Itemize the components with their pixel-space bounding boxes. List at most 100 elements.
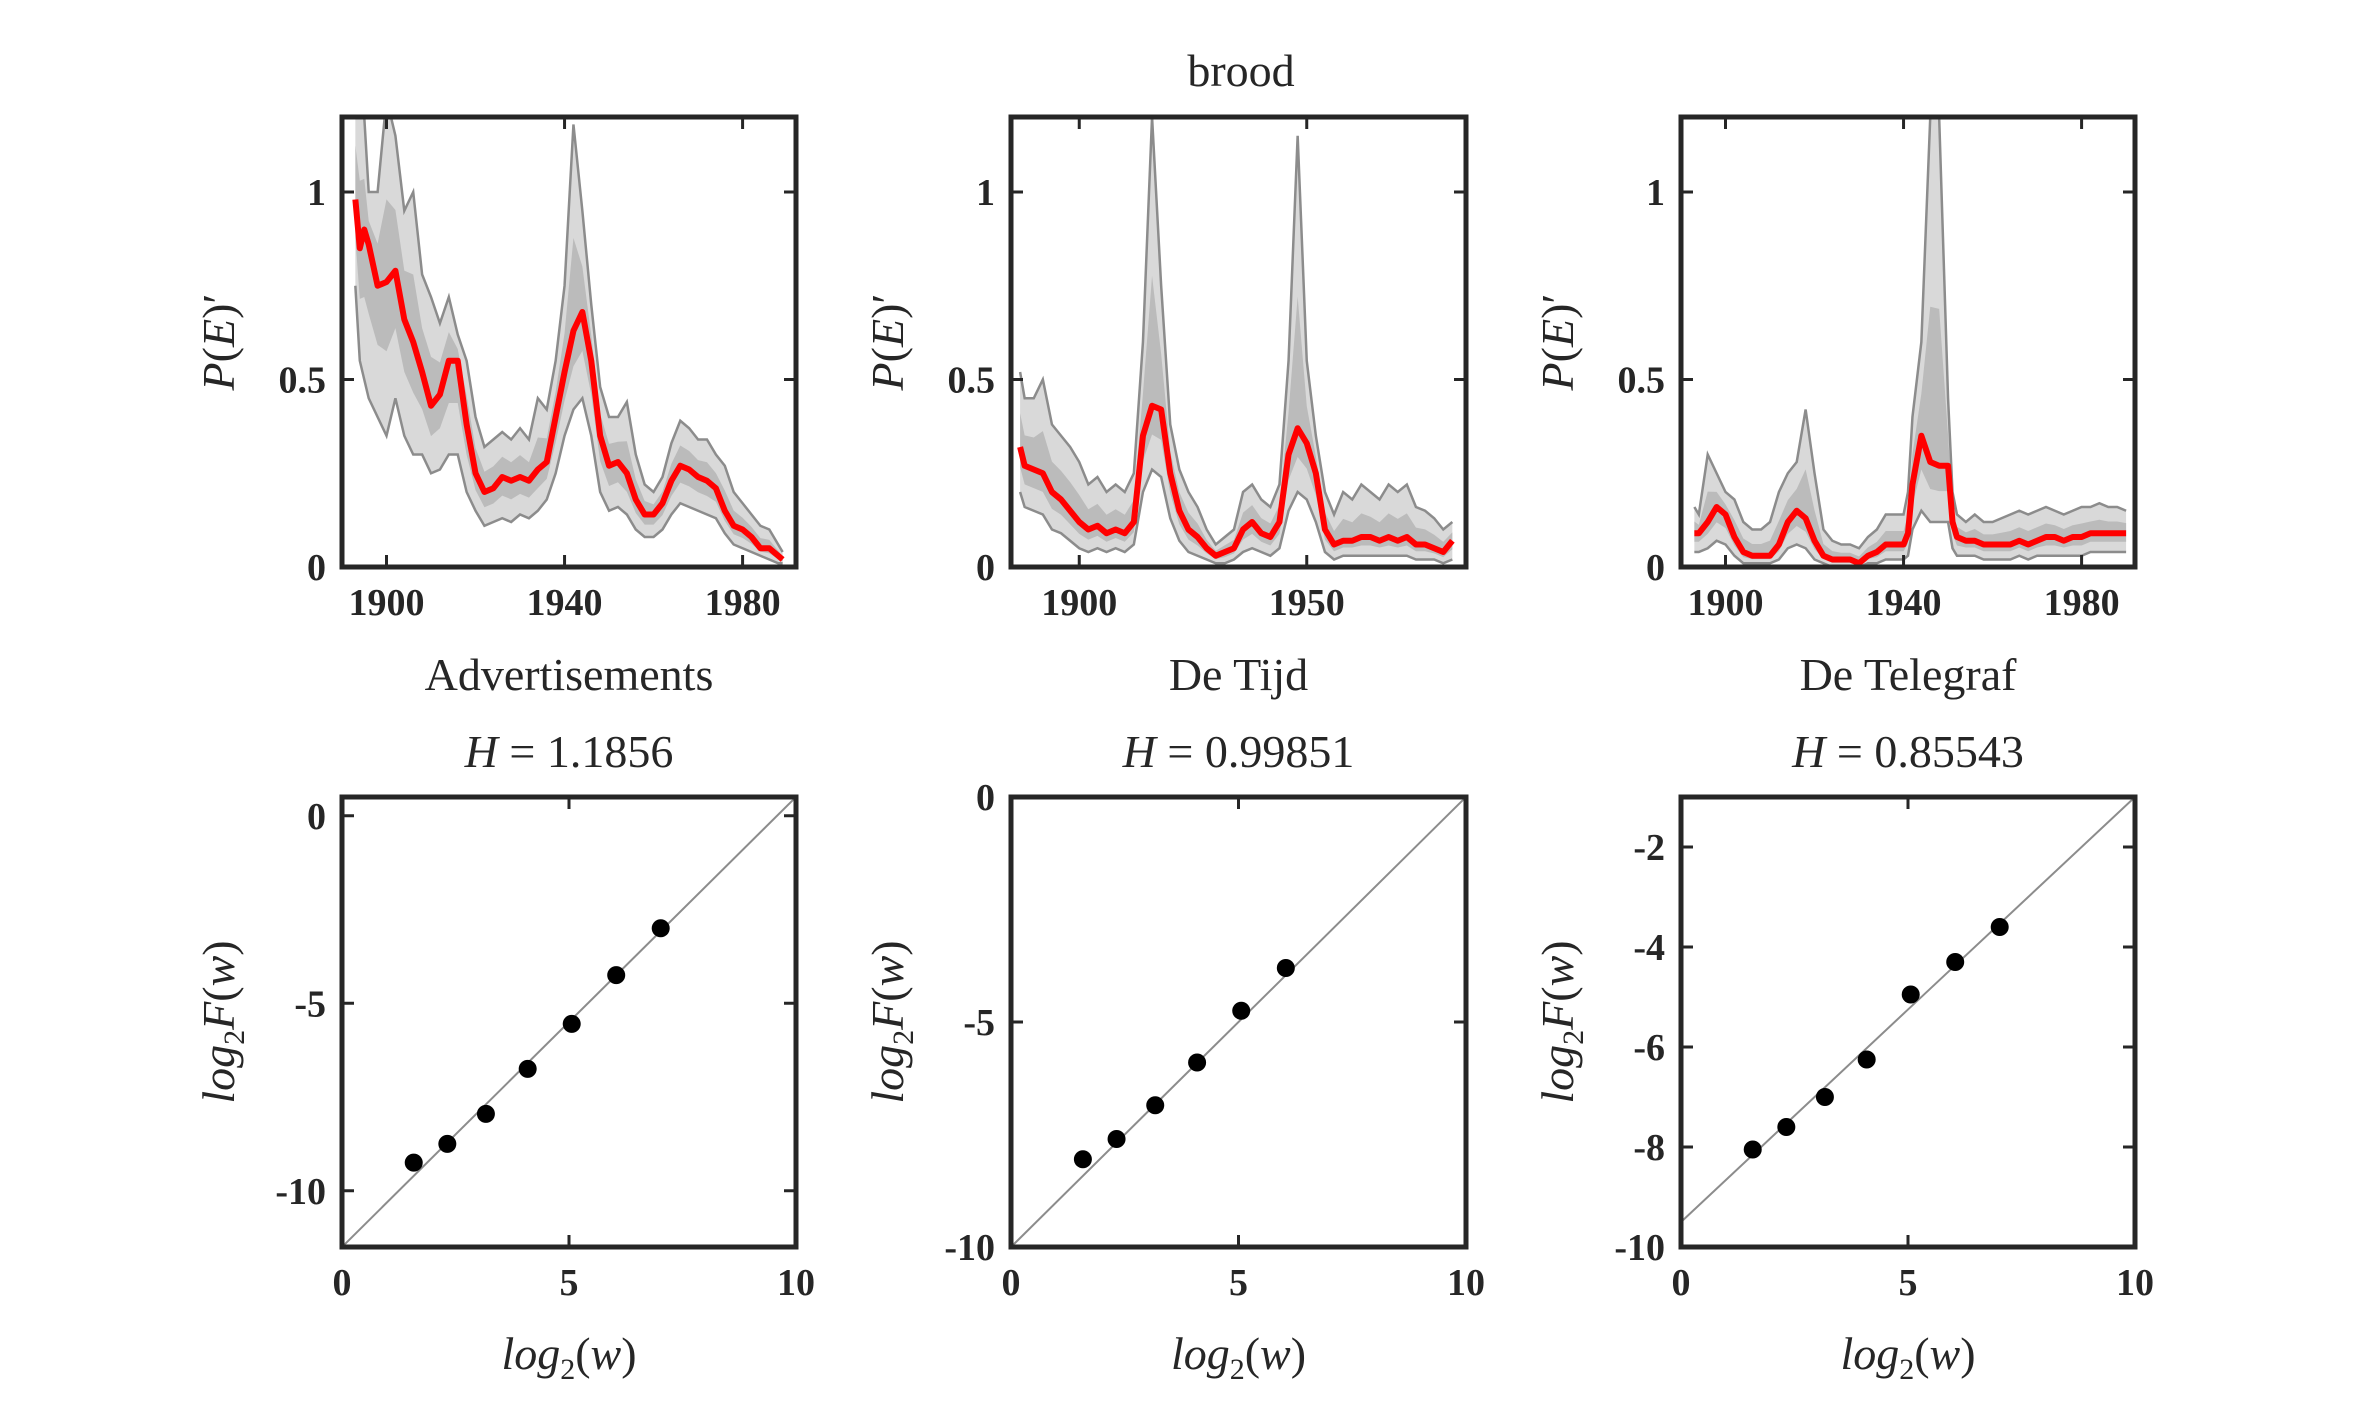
y-tick-label: -2 [1633, 827, 1665, 869]
y-tick-label: -6 [1633, 1027, 1665, 1069]
inner-band [1020, 275, 1453, 560]
x-tick-label: 10 [1447, 1262, 1485, 1304]
data-point [1857, 1050, 1876, 1069]
data-point [438, 1134, 457, 1153]
reference-line [1681, 797, 2135, 1223]
plot-area [352, 117, 785, 565]
x-axis-label: log2(w) [1171, 1328, 1306, 1386]
y-tick-label: 0.5 [279, 360, 327, 402]
data-point [1901, 985, 1920, 1004]
data-point [1777, 1118, 1796, 1136]
panel-bottom-left: 0 5 10 -10 -5 0 H = 1.1856 log2(w) log2F(w) [193, 726, 815, 1386]
panel-title: H = 0.85543 [1791, 726, 2024, 777]
y-tick-label: 0.5 [1618, 360, 1666, 402]
x-tick-label: 5 [560, 1262, 579, 1304]
x-tick-label: 1900 [1041, 582, 1117, 624]
axes-frame [1678, 794, 2138, 1250]
band-lower-edge [1018, 467, 1453, 565]
x-axis-label: log2(w) [501, 1328, 636, 1386]
data-point [1188, 1053, 1207, 1072]
plot-area [1681, 797, 2135, 1223]
y-tick-label: -8 [1633, 1127, 1665, 1169]
x-axis-label: Advertisements [425, 649, 714, 700]
x-tick-label: 1900 [1688, 582, 1764, 624]
data-point [404, 1153, 423, 1172]
panels: 1900 1940 198000.51AdvertisementsP(E)′1900… [193, 114, 2154, 1386]
data-point [1946, 953, 1965, 971]
data-point [518, 1059, 537, 1078]
axes-frame [1678, 114, 2138, 570]
data-point [1232, 1001, 1251, 1020]
series-line [1017, 402, 1455, 559]
data-point [476, 1104, 495, 1123]
data-point [1146, 1096, 1165, 1115]
y-tick-label: -10 [944, 1227, 995, 1269]
series-line [352, 199, 785, 562]
panel-top-left: 1900 1940 1980 0 0.5 1 Advertisements P(E)′ [193, 114, 799, 700]
x-tick-label: 5 [1229, 1262, 1248, 1304]
figure-title: brood [1187, 45, 1294, 96]
band-upper-edge [1693, 117, 2127, 550]
x-tick-label: 1980 [2044, 582, 2120, 624]
band-upper-edge [362, 117, 784, 553]
data-point [1107, 1130, 1126, 1148]
data-point [1276, 959, 1295, 977]
y-axis-label: log2F(w) [1532, 940, 1590, 1103]
inner-band [1694, 306, 2127, 565]
y-tick-label: -10 [1614, 1227, 1665, 1269]
x-tick-label: 5 [1899, 1262, 1918, 1304]
panel-title: H = 0.99851 [1122, 726, 1355, 777]
panel-title: H = 1.1856 [464, 726, 674, 777]
x-tick-label: 1940 [527, 582, 603, 624]
panel-top-middle: 1900 1950 0 0.5 1 De Tijd P(E)′ [862, 114, 1469, 700]
data-point [1990, 918, 2009, 936]
data-point [1073, 1150, 1092, 1169]
plot-area [1011, 797, 1466, 1247]
x-tick-label: 1900 [349, 582, 425, 624]
y-tick-label: 0 [307, 547, 326, 589]
y-axis-label: log2F(w) [862, 940, 920, 1103]
x-tick-label: 1980 [705, 582, 781, 624]
y-tick-label: 0 [976, 777, 995, 819]
y-axis-label: P(E)′ [1532, 294, 1583, 392]
y-tick-label: 1 [976, 172, 995, 214]
plot-area [1693, 117, 2127, 567]
data-point [1743, 1140, 1762, 1159]
x-tick-label: 10 [777, 1262, 815, 1304]
band-upper-edge [1018, 117, 1454, 547]
x-tick-label: 0 [333, 1262, 352, 1304]
x-tick-label: 1950 [1269, 582, 1345, 624]
y-tick-label: 0 [307, 796, 326, 838]
reference-line [1011, 797, 1466, 1247]
data-point [562, 1014, 581, 1033]
band-lower-edge [1694, 508, 2127, 567]
panel-bottom-right: 0 5 10 -10 -8 -6 -4 -2 H = 0.85543 log2(w) log2F(w… [1532, 726, 2154, 1386]
y-tick-label: -4 [1633, 927, 1665, 969]
y-tick-label: 0.5 [948, 360, 996, 402]
plot-area [1017, 117, 1455, 565]
y-tick-label: -5 [963, 1002, 995, 1044]
axes-frame [1008, 114, 1469, 570]
x-tick-label: 0 [1002, 1262, 1021, 1304]
x-axis-label: De Tijd [1169, 649, 1308, 700]
x-tick-label: 10 [2116, 1262, 2154, 1304]
y-tick-label: 1 [1646, 172, 1665, 214]
y-tick-label: 0 [1646, 547, 1665, 589]
y-tick-label: -10 [275, 1171, 326, 1213]
y-tick-label: 1 [307, 172, 326, 214]
x-tick-label: 1940 [1866, 582, 1942, 624]
x-axis-label: log2(w) [1840, 1328, 1975, 1386]
axes-frame [339, 114, 799, 570]
x-tick-label: 0 [1672, 1262, 1691, 1304]
y-tick-label: -5 [294, 983, 326, 1025]
y-tick-label: 0 [976, 547, 995, 589]
panel-bottom-middle: 0 5 10 -10 -5 0 H = 0.99851 log2(w) log2F(w) [862, 726, 1485, 1386]
confidence-band [1694, 117, 2127, 567]
y-axis-label: P(E)′ [193, 294, 244, 392]
confidence-band [1020, 117, 1453, 564]
data-point [1815, 1088, 1834, 1106]
y-axis-label: log2F(w) [193, 940, 251, 1103]
y-axis-label: P(E)′ [862, 294, 913, 392]
x-axis-label: De Telegraf [1800, 649, 2018, 700]
